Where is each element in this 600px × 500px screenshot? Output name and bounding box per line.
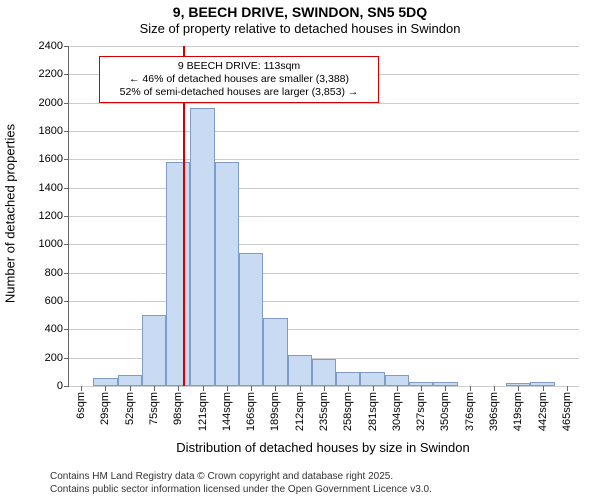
gridline: [69, 46, 579, 47]
ytick-label: 1600: [39, 153, 69, 165]
ytick-label: 200: [45, 352, 69, 364]
ytick-label: 0: [57, 380, 69, 392]
histogram-bar: [312, 359, 336, 386]
histogram-bar: [360, 372, 384, 386]
gridline: [69, 301, 579, 302]
annotation-line-1: 9 BEECH DRIVE: 113sqm: [103, 60, 375, 73]
gridline: [69, 273, 579, 274]
xtick-label: 396sqm: [488, 386, 500, 431]
xtick-label: 304sqm: [391, 386, 403, 431]
histogram-bar: [118, 375, 142, 386]
xtick-label: 6sqm: [75, 386, 87, 419]
ytick-label: 1000: [39, 238, 69, 250]
ytick-label: 1400: [39, 182, 69, 194]
xtick-label: 75sqm: [148, 386, 160, 425]
histogram-bar: [263, 318, 287, 386]
xtick-label: 350sqm: [439, 386, 451, 431]
gridline: [69, 188, 579, 189]
xtick-label: 166sqm: [245, 386, 257, 431]
histogram-bar: [239, 253, 263, 386]
histogram-bar: [288, 355, 312, 386]
ytick-label: 2200: [39, 68, 69, 80]
histogram-bar: [385, 375, 409, 386]
xtick-label: 419sqm: [512, 386, 524, 431]
annotation-line-2: ← 46% of detached houses are smaller (3,…: [103, 73, 375, 86]
histogram-bar: [215, 162, 239, 386]
histogram-bar: [336, 372, 360, 386]
ytick-label: 2400: [39, 40, 69, 52]
histogram-bar: [93, 378, 117, 387]
xtick-label: 212sqm: [294, 386, 306, 431]
y-axis-label: Number of detached properties: [3, 114, 18, 314]
xtick-label: 281sqm: [367, 386, 379, 431]
ytick-label: 600: [45, 295, 69, 307]
ytick-label: 800: [45, 267, 69, 279]
xtick-label: 98sqm: [172, 386, 184, 425]
ytick-label: 1800: [39, 125, 69, 137]
credits-line-1: Contains HM Land Registry data © Crown c…: [50, 471, 432, 484]
xtick-label: 52sqm: [124, 386, 136, 425]
xtick-label: 189sqm: [269, 386, 281, 431]
chart-container: 9, BEECH DRIVE, SWINDON, SN5 5DQ Size of…: [0, 0, 600, 500]
gridline: [69, 159, 579, 160]
ytick-label: 2000: [39, 97, 69, 109]
ytick-label: 400: [45, 323, 69, 335]
credits: Contains HM Land Registry data © Crown c…: [50, 471, 432, 496]
xtick-label: 465sqm: [561, 386, 573, 431]
histogram-bar: [190, 108, 214, 386]
gridline: [69, 216, 579, 217]
annotation-line-3: 52% of semi-detached houses are larger (…: [103, 86, 375, 99]
xtick-label: 144sqm: [221, 386, 233, 431]
plot-area: 0200400600800100012001400160018002000220…: [68, 46, 579, 387]
xtick-label: 121sqm: [197, 386, 209, 431]
x-axis-label: Distribution of detached houses by size …: [68, 440, 578, 455]
xtick-label: 376sqm: [464, 386, 476, 431]
histogram-bar: [166, 162, 190, 386]
gridline: [69, 244, 579, 245]
xtick-label: 29sqm: [99, 386, 111, 425]
xtick-label: 442sqm: [537, 386, 549, 431]
chart-title: 9, BEECH DRIVE, SWINDON, SN5 5DQ: [0, 0, 600, 21]
xtick-label: 327sqm: [415, 386, 427, 431]
ytick-label: 1200: [39, 210, 69, 222]
gridline: [69, 131, 579, 132]
credits-line-2: Contains public sector information licen…: [50, 484, 432, 497]
histogram-bar: [142, 315, 166, 386]
chart-subtitle: Size of property relative to detached ho…: [0, 21, 600, 37]
xtick-label: 235sqm: [318, 386, 330, 431]
xtick-label: 258sqm: [342, 386, 354, 431]
annotation-box: 9 BEECH DRIVE: 113sqm ← 46% of detached …: [99, 56, 379, 103]
